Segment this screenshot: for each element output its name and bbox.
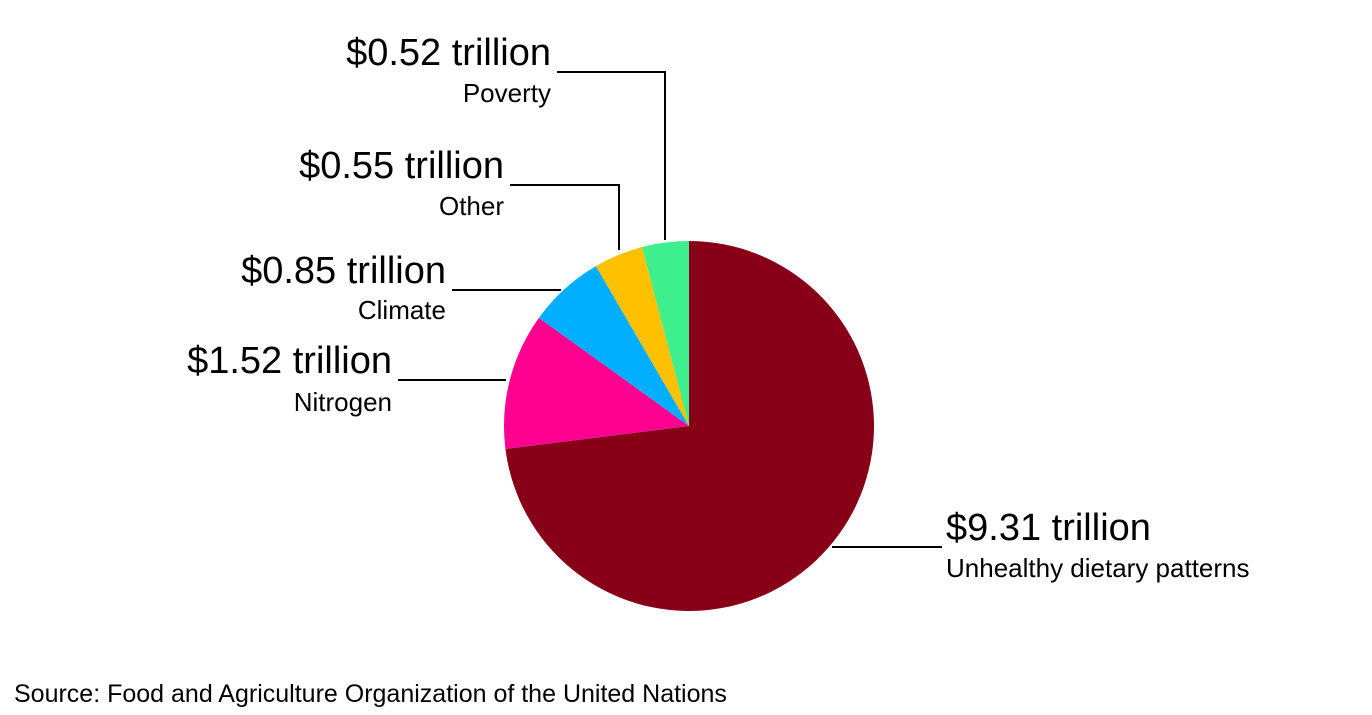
value-label-unhealthy-dietary-patterns: $9.31 trillion [946, 507, 1151, 549]
value-label-climate: $0.85 trillion [241, 250, 446, 292]
slice-name-nitrogen: Nitrogen [294, 387, 392, 417]
value-label-nitrogen: $1.52 trillion [187, 340, 392, 382]
slice-name-other: Other [439, 191, 504, 221]
leader-line-poverty [557, 71, 666, 240]
value-label-poverty: $0.52 trillion [346, 32, 551, 74]
slice-name-climate: Climate [358, 295, 446, 325]
slice-name-poverty: Poverty [463, 78, 551, 108]
slice-name-unhealthy-dietary-patterns: Unhealthy dietary patterns [946, 553, 1250, 583]
pie-slices [504, 241, 875, 612]
pie-slice-unhealthy-dietary-patterns [505, 241, 875, 612]
pie-slice-climate [538, 266, 689, 426]
leader-line-other [510, 184, 620, 250]
pie-slice-other [595, 247, 689, 426]
pie-slice-poverty [642, 241, 689, 426]
value-label-other: $0.55 trillion [299, 145, 504, 187]
pie-slice-nitrogen [504, 317, 689, 449]
source-note: Source: Food and Agriculture Organizatio… [14, 680, 727, 708]
